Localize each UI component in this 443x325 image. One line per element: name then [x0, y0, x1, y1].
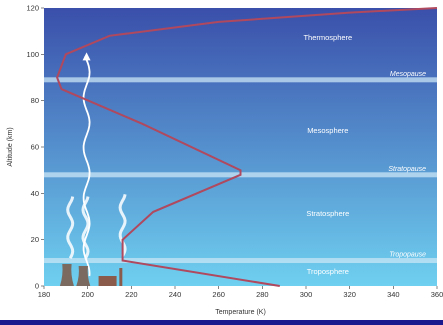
x-tick-label: 280 [256, 290, 269, 299]
y-tick-label: 100 [26, 50, 39, 59]
y-axis-label: Altitude (km) [7, 127, 14, 166]
steam-plume [81, 196, 90, 259]
y-tick-label: 40 [31, 189, 39, 198]
y-tick-label: 80 [31, 96, 39, 105]
x-tick-label: 220 [125, 290, 138, 299]
steam-plume [66, 196, 75, 259]
y-tick-label: 0 [35, 282, 39, 291]
x-tick-label: 300 [300, 290, 313, 299]
boundary-label-mesopause: Mesopause [390, 71, 426, 78]
layer-label-troposphere: Troposphere [307, 267, 349, 276]
x-tick-label: 240 [169, 290, 182, 299]
plot-area [44, 8, 437, 286]
y-tick-label: 120 [26, 4, 39, 13]
factory-building-icon [98, 276, 117, 286]
cooling-tower-icon [59, 264, 74, 286]
steam-plume [118, 193, 127, 257]
layer-label-stratosphere: Stratosphere [306, 209, 349, 218]
boundary-band-mesopause [44, 77, 437, 83]
x-tick-label: 320 [343, 290, 356, 299]
x-tick-label: 200 [81, 290, 94, 299]
temperature-curve [56, 7, 438, 287]
rising-arrow-head-icon [82, 52, 91, 61]
factory-chimney-icon [119, 268, 123, 286]
boundary-band-tropopause [44, 258, 437, 264]
x-tick-label: 340 [387, 290, 400, 299]
cooling-tower-icon [76, 266, 91, 286]
y-tick-label: 60 [31, 143, 39, 152]
x-axis-label: Temperature (K) [215, 309, 266, 316]
x-tick-label: 180 [38, 290, 51, 299]
rising-arrow-shaft [82, 55, 91, 277]
x-tick-label: 260 [212, 290, 225, 299]
x-tick-label: 360 [431, 290, 443, 299]
layer-label-thermosphere: Thermosphere [303, 33, 352, 42]
y-tick-label: 20 [31, 235, 39, 244]
layer-label-mesosphere: Mesosphere [307, 126, 348, 135]
boundary-label-stratopause: Stratopause [388, 166, 426, 173]
boundary-label-tropopause: Tropopause [389, 252, 426, 259]
